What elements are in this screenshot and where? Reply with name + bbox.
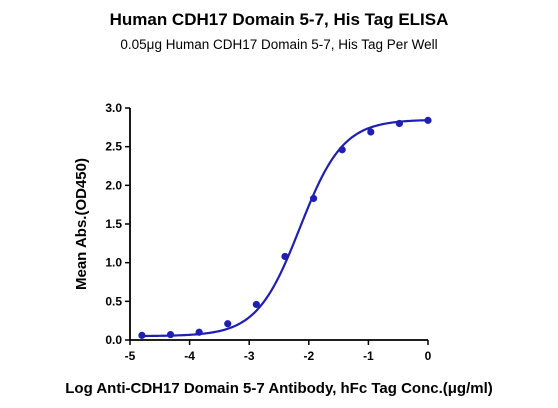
x-axis-label: Log Anti-CDH17 Domain 5-7 Antibody, hFc … <box>65 380 493 397</box>
y-tick-label: 2.0 <box>105 178 122 192</box>
x-tick-label: 0 <box>425 349 432 363</box>
data-point <box>309 194 318 203</box>
data-point <box>395 119 403 128</box>
data-point <box>281 252 289 261</box>
y-tick-label: 1.5 <box>105 217 122 231</box>
data-point <box>424 116 432 124</box>
chart-title: Human CDH17 Domain 5-7, His Tag ELISA <box>109 10 449 29</box>
data-point <box>224 320 232 328</box>
y-axis-label: Mean Abs.(OD450) <box>73 158 90 290</box>
data-point <box>252 300 260 309</box>
chart-subtitle: 0.05μg Human CDH17 Domain 5-7, His Tag P… <box>120 37 438 52</box>
axes: 0.0 0.5 1.0 1.5 2.0 2.5 3.0 -5 -4 -3 -2 -1 0 <box>105 101 431 363</box>
y-tick-label: 1.0 <box>105 256 122 270</box>
data-point <box>338 146 346 154</box>
data-point <box>367 128 375 136</box>
data-point <box>166 330 175 339</box>
x-tick-label: -2 <box>303 349 314 363</box>
data-point <box>138 331 146 339</box>
x-tick-label: -1 <box>363 349 374 363</box>
data-points <box>138 116 432 339</box>
y-tick-label: 2.5 <box>105 140 122 154</box>
y-tick-label: 0.0 <box>105 333 122 347</box>
x-tick-label: -3 <box>244 349 255 363</box>
fit-curve <box>141 119 429 338</box>
y-tick-label: 3.0 <box>105 101 122 115</box>
data-point <box>195 328 203 336</box>
x-tick-label: -4 <box>184 349 195 363</box>
x-tick-label: -5 <box>125 349 136 363</box>
y-tick-label: 0.5 <box>105 294 122 308</box>
